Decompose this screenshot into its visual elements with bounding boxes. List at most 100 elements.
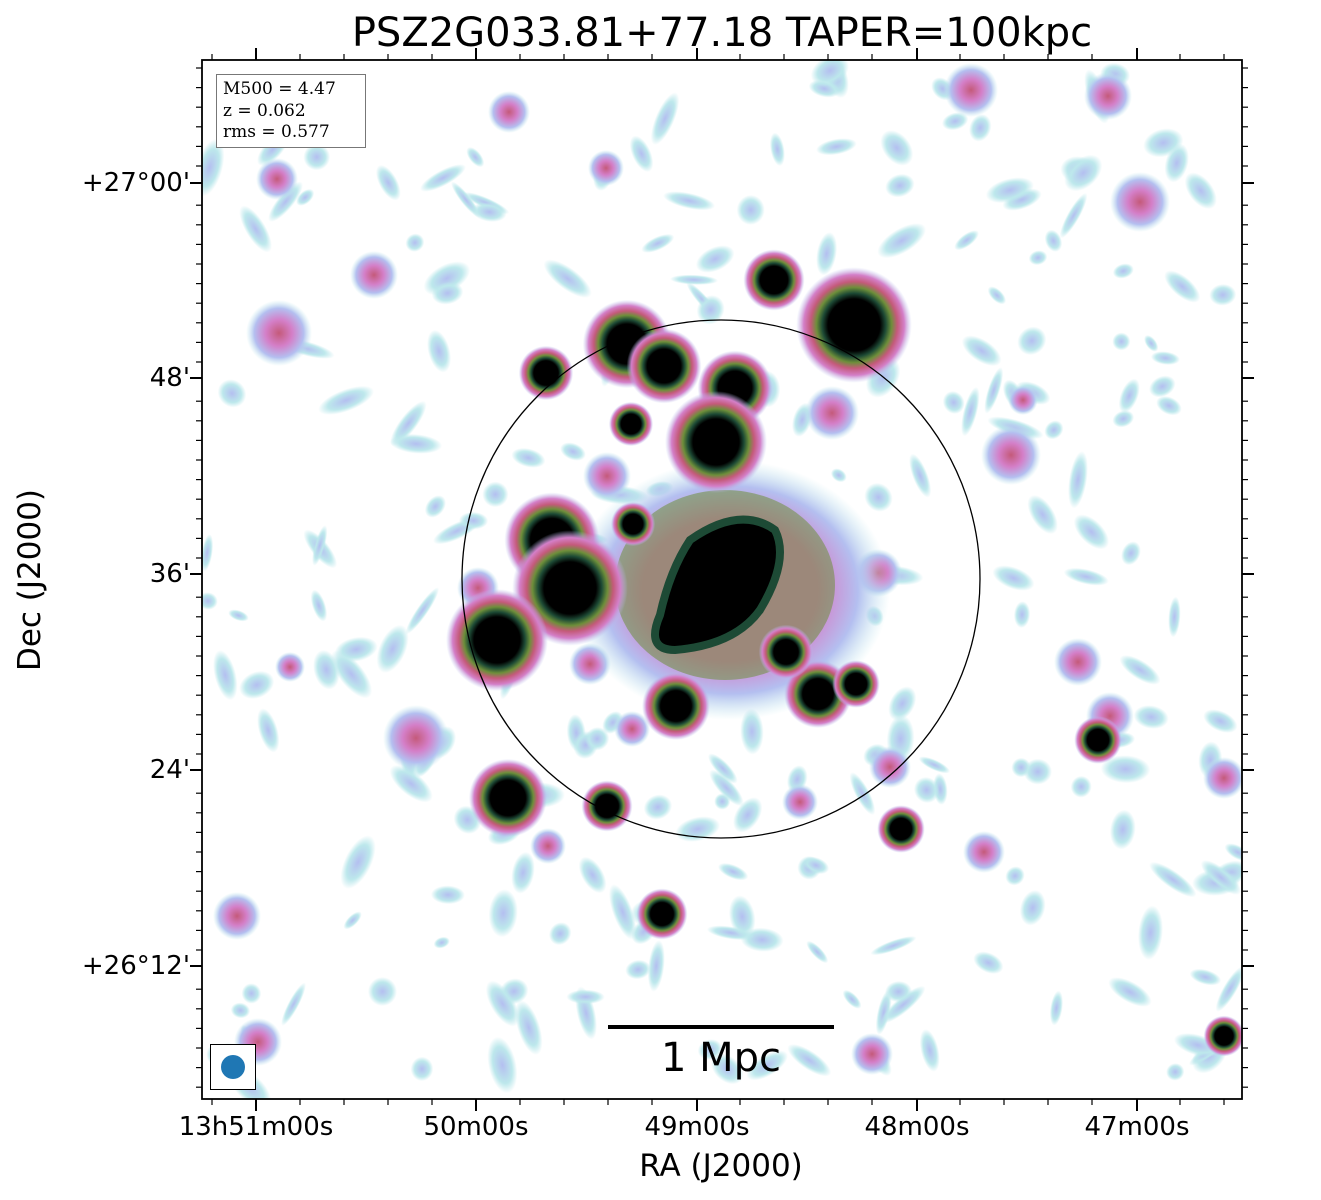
- bright-source: [608, 401, 654, 447]
- cluster-info-box: M500 = 4.47 z = 0.062 rms = 0.577: [216, 74, 366, 148]
- noise-blob: [810, 60, 849, 87]
- noise-blob: [787, 1044, 832, 1077]
- noise-blob: [1119, 655, 1161, 685]
- noise-blob: [375, 164, 401, 201]
- noise-blob: [515, 1000, 543, 1055]
- noise-blob: [343, 911, 362, 930]
- noise-blob: [880, 130, 914, 166]
- noise-blob: [217, 379, 247, 408]
- noise-blob: [584, 727, 610, 751]
- noise-blob: [1138, 905, 1163, 960]
- noise-blob: [1215, 966, 1242, 1012]
- noise-blob: [629, 135, 654, 173]
- noise-blob: [511, 447, 546, 468]
- noise-blob: [830, 468, 847, 483]
- emission-map: [202, 60, 1242, 1099]
- mass-text: M500 = 4.47: [223, 79, 336, 99]
- central-bright-emission: [651, 515, 784, 655]
- noise-blob: [913, 776, 940, 804]
- noise-blob: [1184, 172, 1217, 210]
- noise-blob: [695, 245, 735, 273]
- noise-blob: [1224, 843, 1242, 862]
- noise-blob: [1156, 396, 1182, 416]
- noise-blob: [1023, 758, 1052, 785]
- noise-blob: [1168, 596, 1181, 638]
- y-tick-label: +26°12': [81, 951, 190, 981]
- noise-blob: [842, 989, 862, 1009]
- x-tick-label: 48m00s: [864, 1112, 970, 1142]
- noise-blob: [1100, 755, 1151, 784]
- noise-blob: [714, 793, 731, 810]
- noise-blob: [1149, 375, 1176, 398]
- noise-blob: [697, 1039, 723, 1060]
- noise-blob: [312, 525, 328, 566]
- noise-blob: [405, 587, 440, 635]
- noise-blob: [458, 511, 489, 530]
- faint-source: [246, 300, 312, 366]
- faint-source: [588, 150, 624, 186]
- noise-blob: [213, 650, 238, 701]
- noise-blob: [202, 534, 214, 572]
- noise-blob: [718, 863, 749, 881]
- noise-blob: [609, 884, 637, 940]
- axis-ticks: [190, 48, 1254, 1111]
- redshift-text: z = 0.062: [223, 100, 306, 121]
- noise-blob: [1189, 968, 1222, 986]
- noise-blob: [1112, 332, 1131, 351]
- noise-blob: [985, 177, 1034, 204]
- noise-blob: [424, 495, 446, 518]
- noise-blob: [961, 335, 1002, 367]
- noise-blob: [1044, 229, 1063, 252]
- noise-blob: [1044, 420, 1064, 440]
- bright-source: [610, 501, 656, 547]
- noise-blob: [870, 936, 917, 956]
- noise-blob: [1112, 410, 1135, 428]
- noise-blob: [228, 609, 249, 622]
- noise-blob: [281, 982, 306, 1026]
- noise-blob: [650, 92, 680, 145]
- noise-blob: [1017, 326, 1047, 356]
- bright-source: [743, 249, 805, 311]
- x-tick-label: 50m00s: [423, 1112, 529, 1142]
- bright-source: [468, 758, 548, 838]
- noise-blob: [257, 708, 280, 753]
- noise-blob: [987, 286, 1007, 305]
- noise-blob: [961, 386, 980, 437]
- bright-source: [642, 672, 710, 740]
- faint-source: [383, 705, 449, 771]
- noise-blob: [885, 980, 913, 1003]
- noise-blob: [647, 940, 665, 992]
- noise-blob: [303, 143, 331, 171]
- noise-blob: [1064, 154, 1103, 192]
- faint-source: [583, 452, 631, 500]
- noise-blob: [1028, 250, 1048, 266]
- noise-blob: [992, 565, 1035, 591]
- bright-source: [518, 345, 574, 401]
- noise-blob: [669, 274, 719, 285]
- noise-blob: [241, 983, 262, 1004]
- noise-blob: [367, 977, 397, 1007]
- noise-blob: [1209, 284, 1237, 306]
- noise-blob: [488, 889, 518, 938]
- noise-blob: [433, 936, 450, 949]
- noise-blob: [875, 989, 892, 1035]
- noise-blob: [736, 194, 765, 225]
- noise-blob: [427, 329, 452, 373]
- noise-blob: [318, 385, 375, 415]
- plot-title: PSZ2G033.81+77.18 TAPER=100kpc: [351, 10, 1093, 56]
- scale-bar-label: 1 Mpc: [660, 1035, 782, 1081]
- noise-blob: [239, 205, 272, 253]
- noise-blob: [880, 985, 926, 1024]
- noise-blob: [942, 391, 965, 414]
- noise-blob: [769, 132, 785, 167]
- noise-blob: [330, 650, 373, 699]
- noise-blob: [711, 1053, 744, 1085]
- noise-blob: [1149, 861, 1197, 898]
- faint-source: [488, 91, 530, 133]
- noise-blob: [485, 980, 520, 1027]
- faint-source: [1110, 172, 1170, 232]
- noise-blob: [877, 223, 927, 259]
- noise-blob: [740, 708, 764, 755]
- noise-blob: [560, 442, 586, 461]
